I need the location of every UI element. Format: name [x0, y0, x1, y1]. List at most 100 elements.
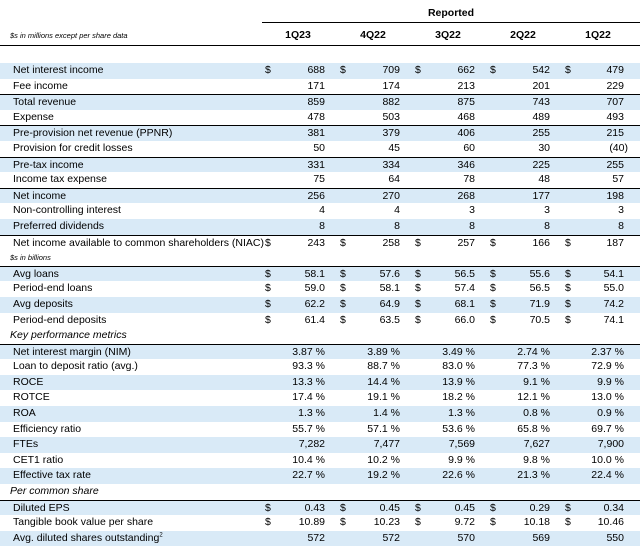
currency-symbol: $ [490, 282, 496, 295]
value-cell: 58.1 [304, 267, 325, 280]
currency-symbol: $ [565, 282, 571, 295]
table-row: Non-controlling interest 4 4 3 3 3 [0, 203, 640, 219]
value-cell: 56.5 [454, 267, 475, 280]
row-label: ROA [13, 407, 36, 420]
section-header-row: Per common share [0, 484, 640, 500]
value-cell: 213 [457, 79, 475, 92]
value-cell: 346 [457, 158, 475, 171]
value-cell: 60 [463, 141, 475, 154]
value-cell: 0.43 [304, 501, 325, 514]
value-cell: 22.7 % [292, 469, 325, 482]
currency-symbol: $ [265, 282, 271, 295]
value-cell: (40) [609, 141, 628, 154]
currency-symbol: $ [265, 64, 271, 76]
value-cell: 0.45 [454, 501, 475, 514]
value-cell: 489 [532, 110, 550, 123]
value-cell: 57.4 [454, 282, 475, 295]
currency-symbol: $ [340, 267, 346, 280]
table-row: Period-end loans $59.0 $58.1 $57.4 $56.5 $55.… [0, 281, 640, 297]
period-header: 3Q22 [435, 29, 461, 41]
table-row: Avg deposits $62.2 $64.9 $68.1 $71.9 $74.2 [0, 296, 640, 313]
value-cell: 10.89 [298, 516, 325, 529]
period-header: 4Q22 [360, 29, 386, 41]
value-cell: 55.7 % [292, 422, 325, 435]
value-cell: 1.4 % [373, 407, 400, 420]
value-cell: 7,900 [597, 438, 624, 451]
table-row: Tangible book value per share $10.89 $10.2… [0, 515, 640, 531]
row-label: Period-end loans [13, 282, 93, 295]
currency-symbol: $ [565, 313, 571, 326]
row-label: Preferred dividends [13, 219, 105, 232]
row-label: Net interest margin (NIM) [13, 345, 131, 358]
value-cell: 257 [457, 236, 475, 249]
table-row: Provision for credit losses 50 45 60 30 (40) [0, 141, 640, 157]
value-cell: 10.2 % [367, 453, 400, 466]
row-label: ROCE [13, 375, 44, 388]
row-label: Income tax expense [13, 173, 107, 186]
value-cell: 3.49 % [442, 345, 475, 358]
value-cell: 334 [382, 158, 400, 171]
value-cell: 77.3 % [517, 360, 550, 373]
table-row: Avg loans $58.1 $57.6 $56.5 $55.6 $54.1 [0, 265, 640, 282]
currency-symbol: $ [340, 297, 346, 310]
value-cell: 9.1 % [523, 375, 550, 388]
value-cell: 12.1 % [517, 391, 550, 404]
value-cell: 68.1 [454, 297, 475, 310]
value-cell: 550 [606, 531, 624, 544]
value-cell: 406 [457, 127, 475, 140]
section-label: Key performance metrics [10, 329, 127, 342]
value-cell: 215 [606, 127, 624, 140]
currency-symbol: $ [565, 236, 571, 249]
value-cell: 3.89 % [367, 345, 400, 358]
table-row: Efficiency ratio 55.7 % 57.1 % 53.6 % 65.8 %… [0, 422, 640, 438]
value-cell: 8 [544, 219, 550, 232]
value-cell: 8 [394, 219, 400, 232]
row-label: Total revenue [13, 96, 77, 109]
currency-symbol: $ [265, 313, 271, 326]
row-label: Expense [13, 110, 54, 123]
value-cell: 9.9 % [597, 375, 624, 388]
value-cell: 8 [469, 219, 475, 232]
value-cell: 21.3 % [517, 469, 550, 482]
currency-symbol: $ [490, 516, 496, 529]
value-cell: 59.0 [304, 282, 325, 295]
value-cell: 542 [532, 64, 550, 76]
currency-symbol: $ [340, 516, 346, 529]
value-cell: 882 [382, 96, 400, 109]
value-cell: 9.8 % [523, 453, 550, 466]
value-cell: 3 [618, 204, 624, 217]
value-cell: 9.9 % [448, 453, 475, 466]
currency-symbol: $ [415, 236, 421, 249]
value-cell: 572 [382, 531, 400, 544]
period-header: 1Q22 [585, 29, 611, 41]
section-header-row: Key performance metrics [0, 328, 640, 344]
value-cell: 478 [307, 110, 325, 123]
value-cell: 22.6 % [442, 469, 475, 482]
value-cell: 70.5 [529, 313, 550, 326]
value-cell: 187 [606, 236, 624, 249]
table-row: ROA 1.3 % 1.4 % 1.3 % 0.8 % 0.9 % [0, 406, 640, 422]
row-label: Loan to deposit ratio (avg.) [13, 360, 138, 373]
value-cell: 66.0 [454, 313, 475, 326]
currency-symbol: $ [565, 516, 571, 529]
value-cell: 171 [307, 79, 325, 92]
currency-symbol: $ [490, 297, 496, 310]
value-cell: 74.2 [603, 297, 624, 310]
value-cell: 255 [606, 158, 624, 171]
value-cell: 10.4 % [292, 453, 325, 466]
value-cell: 2.74 % [517, 345, 550, 358]
value-cell: 62.2 [304, 297, 325, 310]
value-cell: 58.1 [379, 282, 400, 295]
table-row: Net interest income $688 $709 $662 $542 $479 [0, 63, 640, 79]
row-label: Pre-provision net revenue (PPNR) [13, 127, 173, 140]
value-cell: 4 [394, 204, 400, 217]
value-cell: 0.45 [379, 501, 400, 514]
column-header-row: $s in millions except per share data 1Q2… [0, 27, 640, 45]
row-label: Net income [13, 189, 67, 202]
currency-symbol: $ [490, 313, 496, 326]
value-cell: 83.0 % [442, 360, 475, 373]
value-cell: 258 [382, 236, 400, 249]
table-row: Total revenue 859 882 875 743 707 [0, 94, 640, 110]
value-cell: 14.4 % [367, 375, 400, 388]
table-row: Pre-tax income 331 334 346 225 255 [0, 156, 640, 173]
